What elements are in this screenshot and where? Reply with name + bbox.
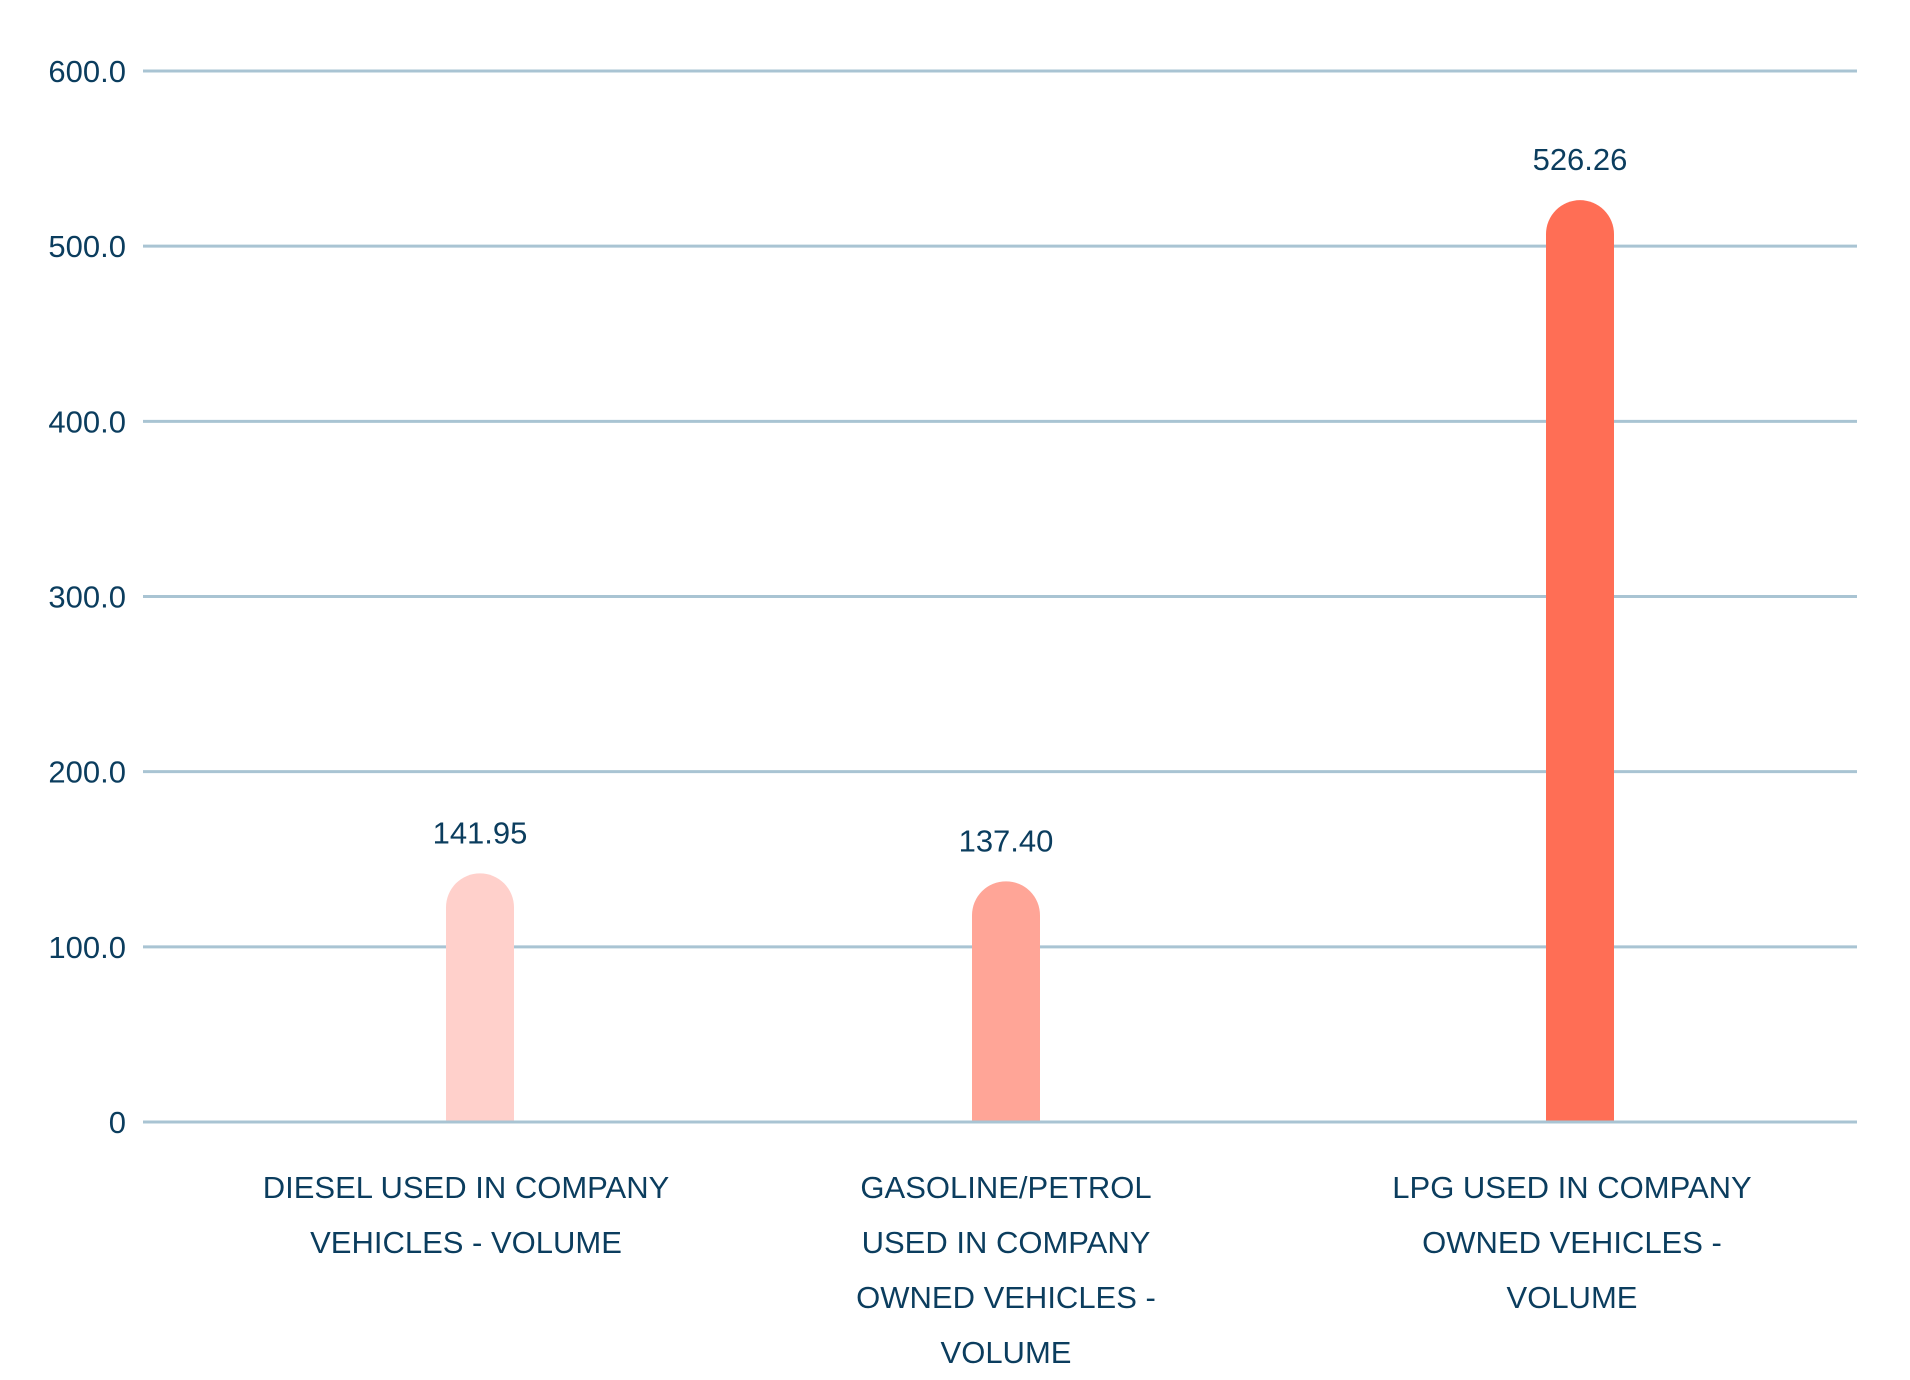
y-tick-label: 400.0 [48, 404, 126, 439]
bar-2 [972, 881, 1040, 1122]
data-label: 137.40 [959, 823, 1054, 858]
bar-3 [1546, 200, 1614, 1122]
data-label: 526.26 [1533, 142, 1628, 177]
y-tick-label: 200.0 [48, 755, 126, 790]
y-tick-label: 600.0 [48, 54, 126, 89]
x-category-label: DIESEL USED IN COMPANY VEHICLES - VOLUME [262, 1170, 670, 1260]
x-category-label: GASOLINE/PETROL USED IN COMPANY OWNED VE… [856, 1170, 1156, 1370]
y-tick-label: 100.0 [48, 930, 126, 965]
y-tick-label: 300.0 [48, 580, 126, 615]
bar-1 [446, 873, 514, 1122]
y-tick-label: 0 [109, 1105, 126, 1140]
y-tick-label: 500.0 [48, 229, 126, 264]
data-label: 141.95 [433, 815, 528, 850]
x-category-label: LPG USED IN COMPANY OWNED VEHICLES - VOL… [1392, 1170, 1752, 1315]
